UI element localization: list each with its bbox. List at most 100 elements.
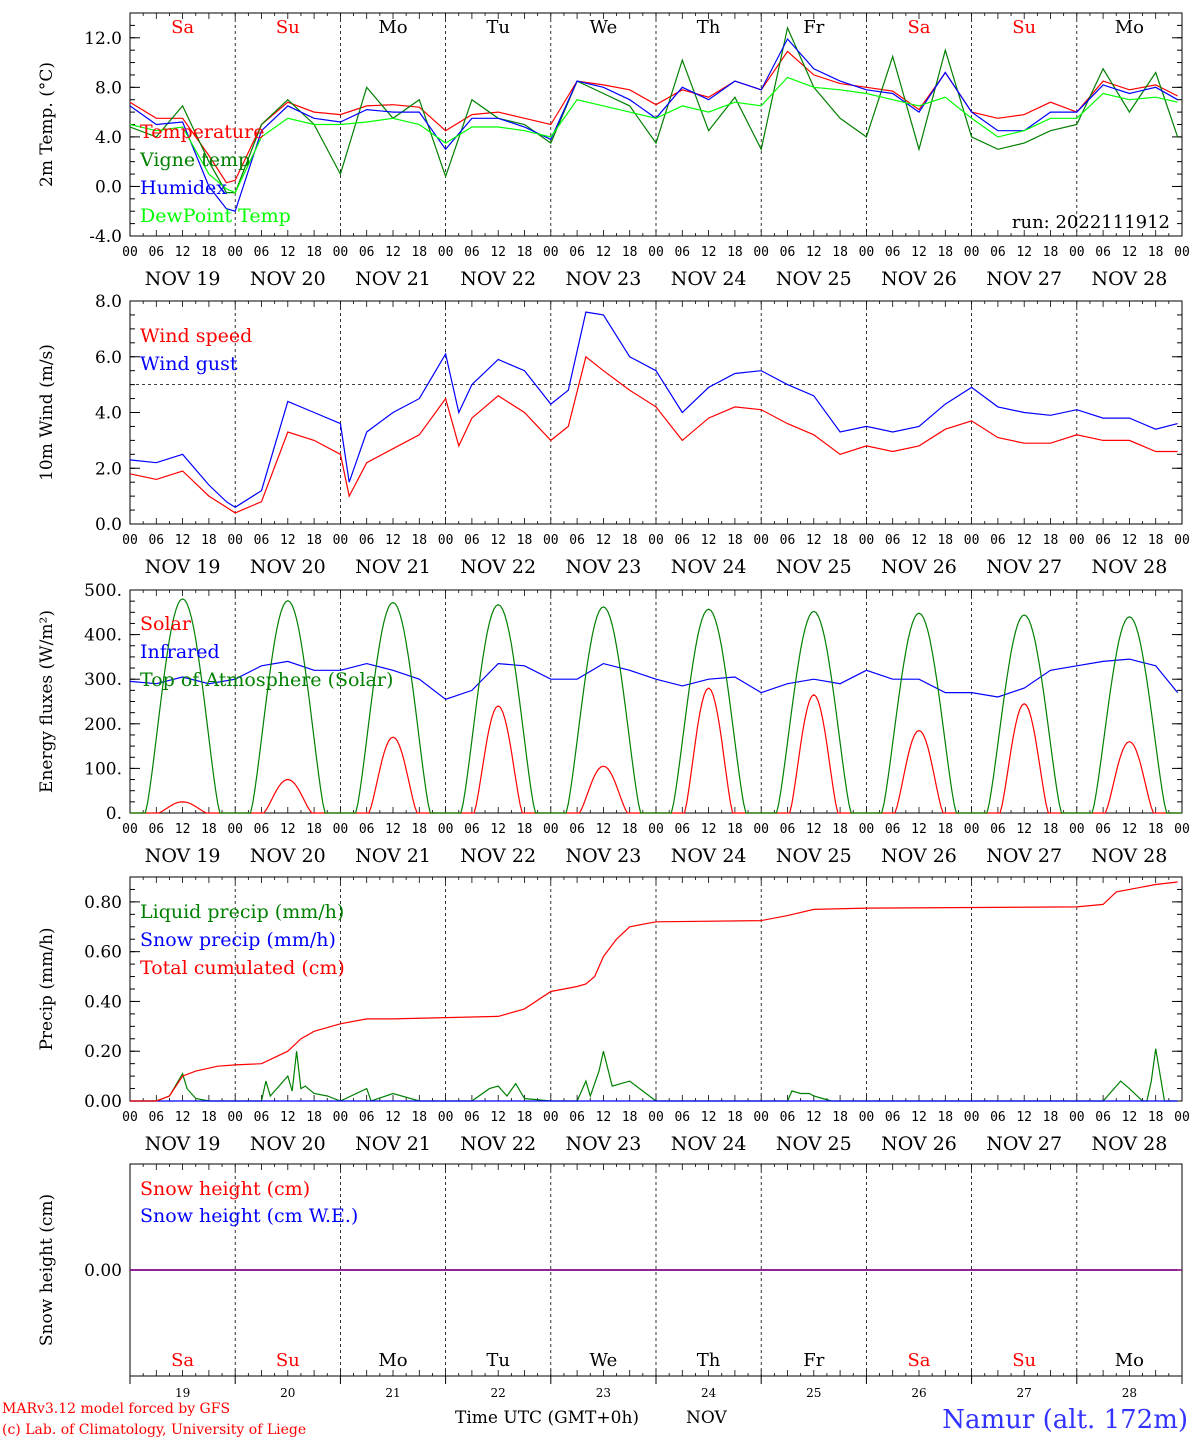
hour-tick-label: 00 [1174, 822, 1190, 837]
hour-tick-label: 06 [674, 245, 690, 260]
hour-tick-label: 18 [306, 822, 322, 837]
y-axis-title: Energy fluxes (W/m²) [37, 610, 57, 793]
legend-entry: Total cumulated (cm) [140, 957, 345, 979]
weekday-label: Su [1012, 1350, 1036, 1371]
hour-tick-label: 18 [832, 533, 848, 548]
y-tick-label: 2.0 [95, 459, 122, 479]
series-line-wind-gust [129, 311, 1178, 509]
hour-tick-label: 00 [859, 822, 875, 837]
hour-tick-label: 18 [411, 245, 427, 260]
series-line-top-of-atmosphere-solar- [130, 598, 1182, 814]
hour-tick-label: 00 [859, 533, 875, 548]
hour-tick-label: 18 [1043, 822, 1059, 837]
y-tick-label: 4.0 [95, 128, 122, 148]
hour-tick-label: 00 [227, 533, 243, 548]
hour-tick-label: 00 [438, 533, 454, 548]
hour-tick-label: 06 [1095, 822, 1111, 837]
hour-tick-label: 06 [990, 822, 1006, 837]
hour-tick-label: 18 [622, 533, 638, 548]
y-tick-label: 0.00 [84, 1092, 122, 1112]
y-tick-label: 0.00 [84, 1261, 122, 1281]
hour-tick-label: 18 [201, 245, 217, 260]
hour-tick-label: 06 [569, 822, 585, 837]
hour-tick-label: 12 [385, 1110, 401, 1125]
hour-tick-label: 06 [359, 822, 375, 837]
y-axis-title: Precip (mm/h) [37, 927, 57, 1050]
day-number-label: 28 [1122, 1386, 1137, 1400]
hour-tick-label: 00 [438, 1110, 454, 1125]
weekday-label: Tu [486, 17, 510, 38]
hour-tick-label: 12 [1016, 533, 1032, 548]
hour-tick-label: 12 [1016, 245, 1032, 260]
hour-tick-label: 06 [254, 1110, 270, 1125]
hour-tick-label: 06 [1095, 1110, 1111, 1125]
date-label: NOV 21 [355, 1133, 431, 1155]
hour-tick-label: 12 [701, 822, 717, 837]
hour-tick-label: 12 [1016, 822, 1032, 837]
y-tick-label: 0.0 [95, 515, 122, 535]
hour-tick-label: 00 [122, 533, 138, 548]
hour-tick-label: 12 [490, 1110, 506, 1125]
date-label: NOV 26 [881, 845, 957, 867]
hour-tick-label: 06 [464, 1110, 480, 1125]
day-number-label: 26 [911, 1386, 926, 1400]
legend-entry: Snow height (cm W.E.) [140, 1205, 358, 1227]
weekday-label: We [590, 17, 618, 38]
hour-tick-label: 12 [490, 822, 506, 837]
month-label: NOV [686, 1408, 728, 1428]
hour-tick-label: 12 [806, 822, 822, 837]
day-number-label: 25 [806, 1386, 821, 1400]
hour-tick-label: 06 [254, 533, 270, 548]
date-label: NOV 26 [881, 1133, 957, 1155]
weekday-label: Su [276, 1350, 300, 1371]
hour-tick-label: 06 [990, 1110, 1006, 1125]
hour-tick-label: 06 [569, 533, 585, 548]
weekday-label: Mo [378, 17, 407, 38]
hour-tick-label: 18 [937, 533, 953, 548]
xaxis-title: Time UTC (GMT+0h) [455, 1408, 639, 1428]
legend-entry: Liquid precip (mm/h) [140, 901, 344, 923]
hour-tick-label: 00 [648, 822, 664, 837]
hour-tick-label: 12 [1122, 1110, 1138, 1125]
hour-tick-label: 06 [780, 245, 796, 260]
hour-tick-label: 00 [964, 822, 980, 837]
hour-tick-label: 06 [674, 822, 690, 837]
hour-tick-label: 00 [1069, 245, 1085, 260]
hour-tick-label: 18 [622, 1110, 638, 1125]
hour-tick-label: 00 [543, 533, 559, 548]
date-label: NOV 25 [776, 268, 852, 290]
date-label: NOV 19 [145, 556, 221, 578]
weekday-label: Su [1012, 17, 1036, 38]
hour-tick-label: 18 [1148, 245, 1164, 260]
day-number-label: 19 [175, 1386, 190, 1400]
date-label: NOV 28 [1091, 268, 1167, 290]
date-label: NOV 23 [565, 845, 641, 867]
hour-tick-label: 06 [1095, 245, 1111, 260]
hour-tick-label: 18 [832, 1110, 848, 1125]
date-label: NOV 28 [1091, 556, 1167, 578]
hour-tick-label: 00 [333, 533, 349, 548]
hour-tick-label: 18 [1043, 533, 1059, 548]
hour-tick-label: 06 [359, 245, 375, 260]
hour-tick-label: 00 [648, 533, 664, 548]
date-label: NOV 22 [460, 556, 536, 578]
legend-entry: Snow height (cm) [140, 1178, 310, 1200]
hour-tick-label: 00 [964, 245, 980, 260]
hour-tick-label: 06 [780, 822, 796, 837]
hour-tick-label: 12 [596, 822, 612, 837]
date-label: NOV 19 [145, 845, 221, 867]
hour-tick-label: 00 [753, 245, 769, 260]
weekday-label: Sa [907, 17, 930, 38]
hour-tick-label: 12 [1122, 245, 1138, 260]
hour-tick-label: 06 [359, 533, 375, 548]
legend-entry: Solar [140, 613, 192, 635]
date-label: NOV 22 [460, 268, 536, 290]
hour-tick-label: 12 [385, 533, 401, 548]
hour-tick-label: 06 [148, 1110, 164, 1125]
hour-tick-label: 12 [175, 1110, 191, 1125]
date-label: NOV 24 [671, 556, 747, 578]
hour-tick-label: 00 [227, 1110, 243, 1125]
y-axis-title: 2m Temp. (°C) [37, 62, 57, 187]
day-number-label: 24 [701, 1386, 717, 1400]
y-tick-label: 300. [84, 670, 122, 690]
